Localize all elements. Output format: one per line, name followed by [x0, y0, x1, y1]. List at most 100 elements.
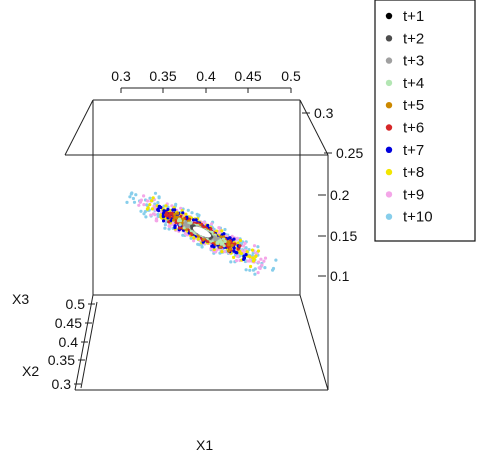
data-point-t+4: [177, 217, 182, 221]
box-edge-bottom-right: [299, 294, 329, 391]
data-point-t+2: [190, 224, 194, 228]
data-point-t+6: [165, 211, 169, 215]
legend-marker-t+7: [385, 146, 393, 153]
legend-marker-t+6: [385, 124, 393, 131]
box-edge-top-right: [299, 99, 329, 156]
legend-marker-t+4: [385, 79, 393, 87]
legend-box: [374, 0, 476, 242]
data-point-t+7: [244, 253, 248, 257]
data-point-t+9: [153, 206, 157, 210]
legend: t+1 t+2 t+3 t+4 t+5 t+6 t+7 t+8 t+9 t+10: [374, 0, 476, 242]
data-point-t+9: [257, 260, 261, 264]
data-point-t+9: [243, 241, 247, 245]
data-point-t+9: [149, 213, 153, 217]
data-point-t+10: [145, 203, 149, 207]
data-point-t+7: [181, 211, 185, 215]
data-point-t+10: [263, 266, 267, 270]
axis-title-x2: X2: [22, 363, 39, 379]
right-tick-label: 0.25: [336, 145, 363, 161]
left-tick-label: 0.35: [48, 352, 75, 368]
top-tick-label: 0.3: [111, 68, 131, 84]
data-point-t+6: [209, 227, 213, 231]
legend-label-t+4: t+4: [403, 75, 424, 92]
data-point-t+9: [260, 263, 264, 267]
legend-marker-t+8: [385, 168, 393, 176]
data-point-t+10: [181, 233, 185, 237]
data-point-t+9: [210, 222, 214, 226]
left-tick-label: 0.45: [55, 315, 82, 331]
data-point-t+8: [256, 249, 261, 253]
data-point-t+8: [164, 204, 168, 208]
data-point-t+10: [156, 212, 160, 216]
data-point-t+8: [250, 248, 255, 252]
data-point-t+10: [156, 201, 160, 205]
data-point-t+7: [232, 237, 236, 241]
legend-marker-t+1: [385, 12, 393, 20]
data-point-t+9: [145, 199, 150, 203]
data-point-t+5: [172, 218, 176, 222]
data-point-t+3: [214, 237, 218, 241]
data-point-t+9: [234, 259, 239, 263]
data-point-t+10: [130, 191, 134, 195]
data-point-t+7: [235, 251, 239, 255]
data-point-t+5: [218, 245, 222, 249]
data-point-t+9: [154, 219, 158, 223]
data-point-t+8: [245, 250, 249, 254]
left-tick-label: 0.4: [59, 334, 79, 350]
data-point-t+9: [262, 259, 266, 263]
data-point-t+4: [219, 239, 223, 244]
data-point-t+10: [139, 209, 143, 213]
data-point-t+9: [257, 266, 261, 270]
data-point-t+9: [192, 239, 196, 243]
data-point-t+8: [220, 229, 224, 233]
legend-label-t+2: t+2: [403, 30, 424, 47]
data-point-t+7: [173, 224, 177, 228]
data-point-t+7: [157, 209, 161, 213]
axis-title-x1: X1: [196, 437, 213, 453]
legend-label-t+7: t+7: [403, 142, 424, 159]
data-point-t+10: [274, 258, 278, 262]
data-point-t+9: [223, 250, 227, 254]
data-point-t+8: [150, 207, 154, 211]
top-tick-label: 0.45: [234, 68, 261, 84]
top-tick-label: 0.4: [196, 68, 216, 84]
right-tick-label: 0.15: [330, 228, 357, 244]
data-point-t+10: [128, 195, 132, 199]
data-point-t+10: [244, 246, 248, 250]
cluster-center: [192, 226, 212, 238]
data-point-t+10: [134, 193, 138, 197]
data-point-t+5: [222, 235, 226, 239]
data-point-t+8: [159, 215, 163, 219]
legend-marker-t+9: [385, 191, 393, 198]
legend-label-t+9: t+9: [403, 186, 424, 203]
data-point-t+9: [137, 203, 141, 207]
left-axis-line: [80, 301, 98, 389]
data-point-t+7: [162, 219, 166, 223]
data-point-t+8: [251, 256, 255, 260]
data-point-t+9: [246, 259, 250, 263]
data-point-t+9: [256, 271, 260, 275]
data-point-t+8: [184, 212, 188, 216]
legend-marker-t+5: [385, 102, 393, 109]
data-point-t+7: [157, 204, 161, 208]
data-point-t+9: [254, 251, 258, 255]
data-point-t+10: [167, 227, 171, 231]
data-point-t+10: [186, 208, 190, 212]
legend-label-t+5: t+5: [403, 97, 424, 114]
data-point-t+10: [196, 242, 200, 246]
data-point-t+10: [189, 236, 193, 240]
data-point-t+10: [195, 212, 199, 216]
data-point-t+9: [142, 194, 146, 198]
data-point-t+4: [182, 226, 186, 230]
data-point-t+8: [151, 196, 155, 200]
right-axis: 0.3 0.25 0.2 0.15 0.1: [302, 105, 363, 284]
data-point-t+9: [170, 204, 174, 208]
data-point-t+10: [247, 248, 251, 252]
data-point-t+9: [168, 223, 172, 227]
data-point-t+8: [236, 241, 240, 245]
data-point-t+6: [177, 226, 182, 230]
data-point-t+10: [248, 268, 252, 272]
data-point-t+10: [157, 195, 161, 199]
data-point-t+7: [194, 218, 198, 222]
